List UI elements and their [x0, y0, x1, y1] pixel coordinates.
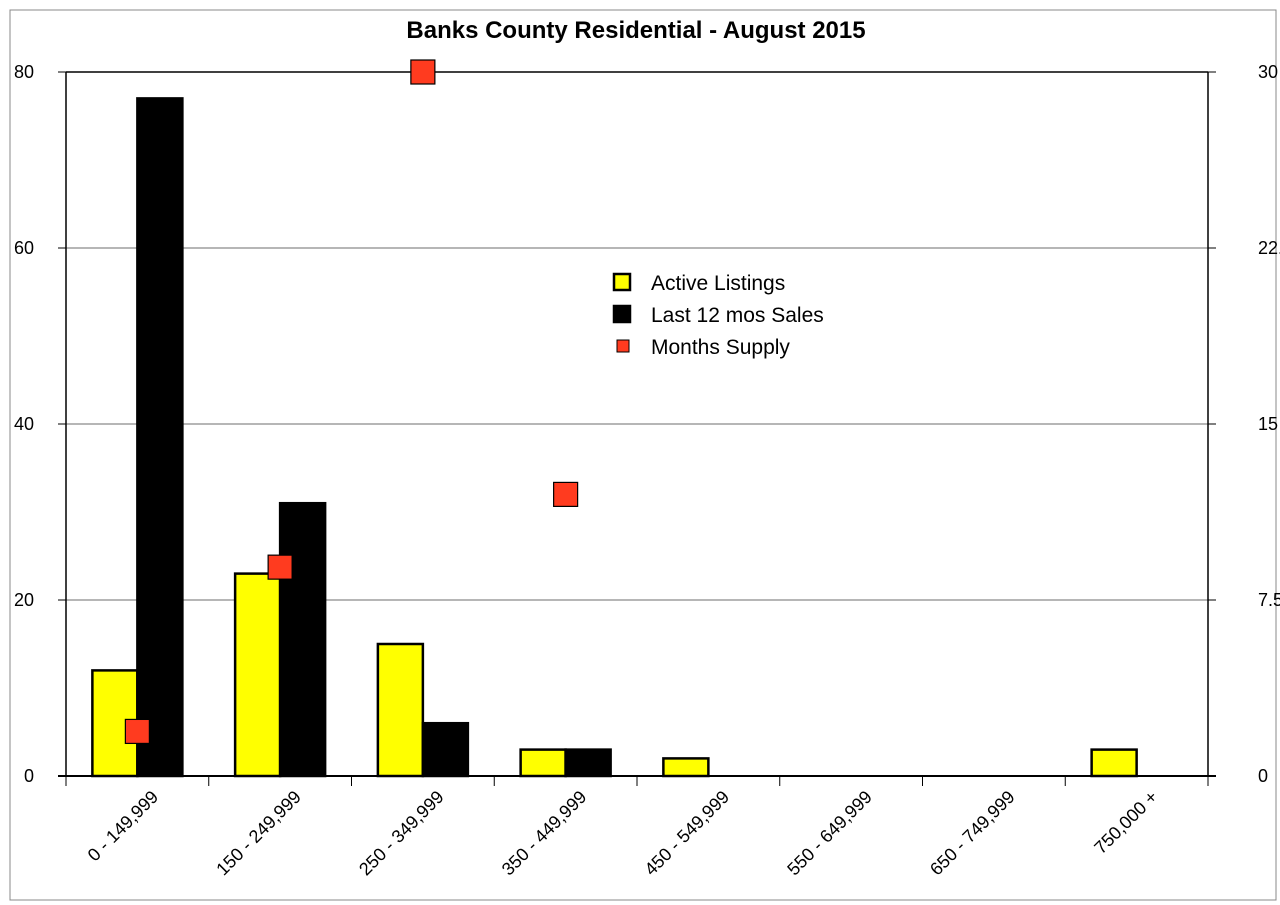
- marker-months-supply: [124, 718, 150, 745]
- bars: [91, 97, 1138, 778]
- bar-active-listings: [1090, 748, 1138, 778]
- markers: [124, 59, 579, 745]
- x-tick-label: 0 - 149,999: [84, 787, 163, 866]
- chart-frame: [9, 9, 1277, 901]
- gridlines: [66, 71, 1208, 601]
- y2-axis-ticks: 0 7.5 15 22.5 30: [1258, 62, 1280, 786]
- y-tick-label: 60: [14, 238, 34, 258]
- axes: [58, 71, 1216, 786]
- x-tick-label: 150 - 249,999: [212, 787, 305, 880]
- chart-title: Banks County Residential - August 2015: [406, 17, 865, 44]
- bar-active-listings: [376, 642, 425, 778]
- legend-label: Active Listings: [651, 272, 785, 295]
- marker-months-supply: [553, 481, 579, 507]
- y2-tick-label: 15: [1258, 414, 1278, 434]
- bar-active-listings: [662, 757, 710, 778]
- x-tick-label: 750,000 +: [1090, 787, 1161, 858]
- y2-tick-label: 22.5: [1258, 238, 1280, 258]
- y-tick-label: 80: [14, 62, 34, 82]
- bar-last-12-mos-sales: [278, 501, 327, 778]
- x-tick-label: 250 - 349,999: [355, 787, 448, 880]
- legend: Active Listings Last 12 mos Sales Months S…: [612, 272, 824, 359]
- legend-swatch: [612, 304, 632, 324]
- y2-tick-label: 7.5: [1258, 590, 1280, 610]
- marker-months-supply: [410, 59, 436, 85]
- x-tick-label: 650 - 749,999: [926, 787, 1019, 880]
- legend-swatch: [616, 339, 630, 353]
- bar-last-12-mos-sales: [136, 97, 184, 778]
- bar-last-12-mos-sales: [421, 721, 470, 778]
- bar-active-listings: [233, 572, 282, 778]
- y2-tick-label: 30: [1258, 62, 1278, 82]
- x-tick-label: 350 - 449,999: [498, 787, 591, 880]
- x-axis-ticks: 0 - 149,999 150 - 249,999 250 - 349,999 350…: [84, 787, 1162, 880]
- y-tick-label: 20: [14, 590, 34, 610]
- bar-last-12-mos-sales: [564, 748, 612, 778]
- y-axis-ticks: 0 20 40 60 80: [14, 62, 34, 786]
- y-tick-label: 40: [14, 414, 34, 434]
- y2-tick-label: 0: [1258, 766, 1268, 786]
- y-tick-label: 0: [24, 766, 34, 786]
- bar-active-listings: [519, 748, 567, 778]
- x-tick-label: 550 - 649,999: [783, 787, 876, 880]
- legend-label: Months Supply: [651, 336, 790, 359]
- marker-months-supply: [267, 554, 293, 580]
- x-tick-label: 450 - 549,999: [641, 787, 734, 880]
- legend-swatch: [612, 272, 632, 292]
- legend-label: Last 12 mos Sales: [651, 304, 824, 327]
